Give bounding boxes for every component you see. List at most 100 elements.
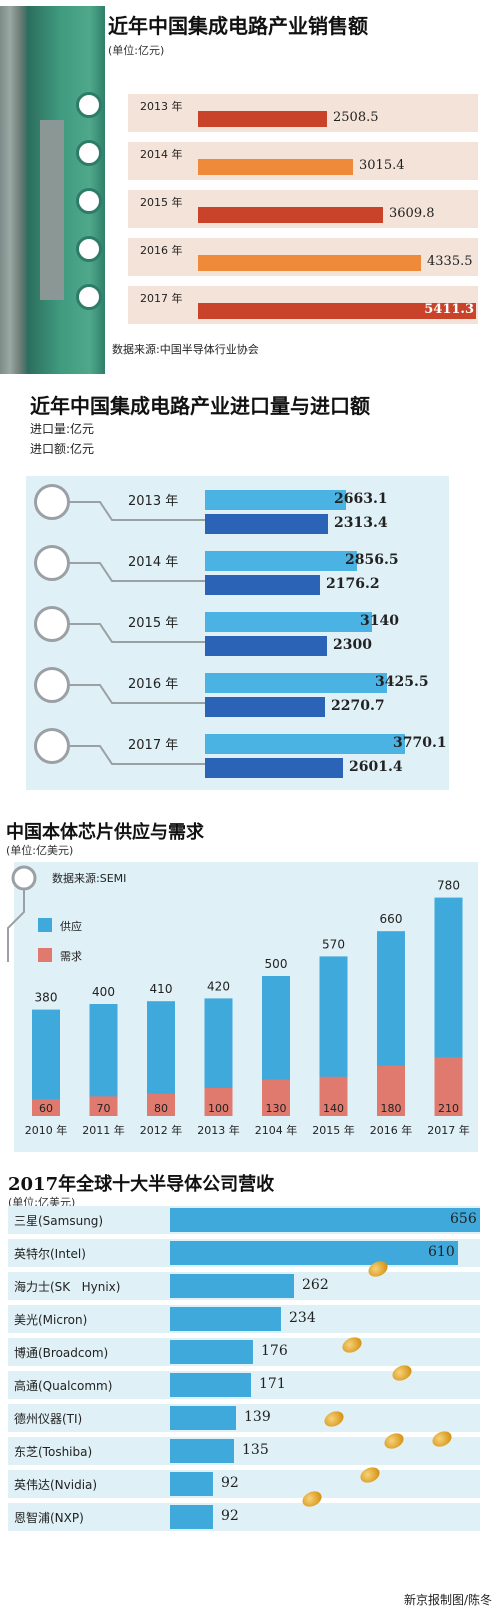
demand-bar xyxy=(204,1088,233,1116)
connector-lines xyxy=(70,501,205,765)
company-name-label: 博通(Broadcom) xyxy=(14,1346,109,1360)
revenue-value-label: 92 xyxy=(221,1475,239,1491)
chip-notch-decoration xyxy=(40,120,64,300)
supply-value-label: 400 xyxy=(92,985,115,999)
connector-line xyxy=(70,562,205,582)
year-tick-label: 2104 年 xyxy=(255,1123,298,1137)
year-tick-label: 2011 年 xyxy=(82,1123,125,1137)
import-volume-unit: 进口量:亿元 xyxy=(30,422,95,436)
company-name-label: 高通(Qualcomm) xyxy=(14,1379,113,1393)
sales-value-label: 3609.8 xyxy=(389,206,435,221)
sales-year-label: 2015 年 xyxy=(140,196,183,209)
demand-bar xyxy=(319,1076,348,1116)
connector-line xyxy=(70,684,205,704)
company-row-background xyxy=(8,1470,480,1498)
top10-panel: 2017年全球十大半导体公司营收 (单位:亿美元) 三星(Samsung) 656… xyxy=(0,1166,500,1612)
revenue-value-label: 171 xyxy=(259,1376,286,1392)
revenue-bar xyxy=(170,1505,213,1529)
demand-value-label: 140 xyxy=(323,1102,344,1115)
company-name-label: 东芝(Toshiba) xyxy=(14,1445,93,1459)
demand-value-label: 210 xyxy=(438,1102,459,1115)
year-tick-label: 2010 年 xyxy=(25,1123,68,1137)
import-year-label: 2016 年 xyxy=(128,677,179,692)
supply-value-label: 780 xyxy=(437,879,460,893)
supply-value-label: 500 xyxy=(265,957,288,971)
import-amount-bar xyxy=(205,758,343,778)
import-volume-bar xyxy=(205,551,357,571)
company-name-label: 海力士(SK Hynix) xyxy=(14,1280,121,1294)
circuit-node xyxy=(76,92,102,118)
sales-chart-source: 数据来源:中国半导体行业协会 xyxy=(112,343,259,356)
supply-demand-panel: 中国本体芯片供应与需求 (单位:亿美元) 数据来源:SEMI 供应 需求 380… xyxy=(0,812,500,1167)
circuit-node xyxy=(34,667,70,703)
demand-bar xyxy=(147,1093,175,1116)
sales-value-label: 5411.3 xyxy=(424,302,474,317)
import-volume-bar xyxy=(205,673,387,693)
demand-bar xyxy=(89,1096,118,1116)
demand-value-label: 100 xyxy=(208,1102,229,1115)
circuit-node xyxy=(76,188,102,214)
import-volume-value: 3140 xyxy=(360,613,399,629)
demand-value-label: 70 xyxy=(97,1102,111,1115)
year-tick-label: 2016 年 xyxy=(370,1123,413,1137)
revenue-bar xyxy=(170,1208,480,1232)
sales-bar xyxy=(198,111,327,127)
import-volume-value: 2663.1 xyxy=(334,491,388,507)
company-name-label: 德州仪器(TI) xyxy=(14,1412,83,1426)
circuit-node xyxy=(34,728,70,764)
supply-value-label: 570 xyxy=(322,937,345,951)
company-name-label: 三星(Samsung) xyxy=(14,1214,104,1228)
import-volume-bar xyxy=(205,734,405,754)
legend-supply-swatch xyxy=(38,918,52,932)
demand-bar xyxy=(32,1099,60,1116)
import-amount-value: 2601.4 xyxy=(349,759,403,775)
sales-year-label: 2013 年 xyxy=(140,100,183,113)
supply-value-label: 410 xyxy=(150,982,173,996)
import-amount-value: 2270.7 xyxy=(331,698,385,714)
sales-value-label: 3015.4 xyxy=(359,158,405,173)
revenue-bar xyxy=(170,1274,294,1298)
sales-bar xyxy=(198,159,353,175)
company-name-label: 美光(Micron) xyxy=(14,1313,88,1327)
connector-line xyxy=(70,623,205,643)
import-chart-title: 近年中国集成电路产业进口量与进口额 xyxy=(30,394,370,418)
import-year-label: 2014 年 xyxy=(128,555,179,570)
import-volume-bar xyxy=(205,490,346,510)
revenue-value-label: 262 xyxy=(302,1277,329,1293)
revenue-value-label: 656 xyxy=(450,1211,477,1227)
demand-value-label: 80 xyxy=(154,1102,168,1115)
revenue-value-label: 92 xyxy=(221,1508,239,1524)
revenue-bar xyxy=(170,1439,234,1463)
supply-demand-plot: 380 60 2010 年 400 70 2011 年 410 80 2012 年 420 100 2… xyxy=(25,879,470,1137)
supply-demand-source: 数据来源:SEMI xyxy=(52,872,127,885)
demand-bar xyxy=(262,1079,290,1116)
revenue-value-label: 176 xyxy=(261,1343,288,1359)
connector-node-decoration xyxy=(7,865,37,962)
supply-value-label: 660 xyxy=(380,912,403,926)
revenue-bar xyxy=(170,1340,253,1364)
import-volume-value: 3770.1 xyxy=(393,735,447,751)
supply-demand-unit: (单位:亿美元) xyxy=(6,844,74,857)
import-amount-bar xyxy=(205,514,328,534)
circuit-node xyxy=(34,484,70,520)
import-year-label: 2015 年 xyxy=(128,616,179,631)
import-amount-bar xyxy=(205,636,327,656)
supply-demand-title: 中国本体芯片供应与需求 xyxy=(6,822,204,843)
sales-year-label: 2017 年 xyxy=(140,292,183,305)
import-amount-bar xyxy=(205,697,325,717)
connector-line xyxy=(70,501,205,521)
legend-demand-swatch xyxy=(38,948,52,962)
revenue-bar xyxy=(170,1406,236,1430)
import-amount-bar xyxy=(205,575,320,595)
sales-year-label: 2014 年 xyxy=(140,148,183,161)
revenue-bar xyxy=(170,1241,458,1265)
sales-chart-unit: (单位:亿元) xyxy=(108,44,165,57)
year-tick-label: 2015 年 xyxy=(312,1123,355,1137)
sales-bar xyxy=(198,207,383,223)
sales-chart-panel: 近年中国集成电路产业销售额 (单位:亿元) 2013 年 2508.5 2014 年… xyxy=(0,0,500,382)
year-tick-label: 2013 年 xyxy=(197,1123,240,1137)
import-volume-bar xyxy=(205,612,372,632)
import-volume-value: 2856.5 xyxy=(345,552,399,568)
demand-bar xyxy=(377,1065,405,1116)
legend-supply-label: 供应 xyxy=(60,920,82,933)
